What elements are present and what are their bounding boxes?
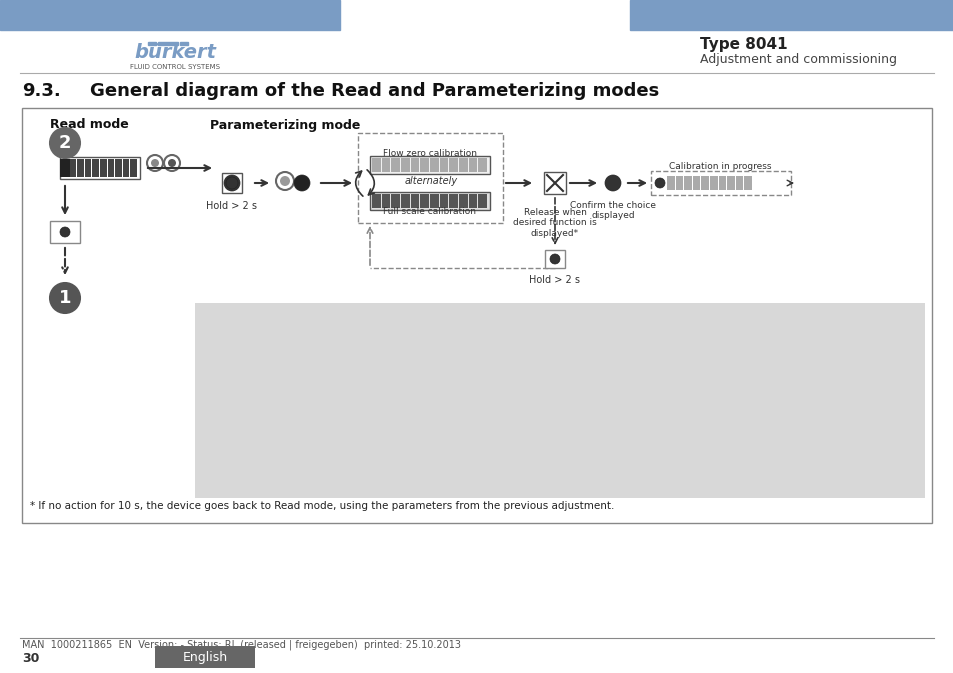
Bar bbox=[62, 159, 69, 177]
Bar bbox=[194, 303, 924, 498]
Bar bbox=[629, 0, 953, 30]
Bar bbox=[131, 159, 137, 177]
Bar bbox=[60, 157, 140, 179]
Bar bbox=[675, 176, 682, 190]
Circle shape bbox=[60, 227, 70, 237]
Bar bbox=[148, 42, 156, 45]
Bar bbox=[692, 176, 700, 190]
Bar bbox=[100, 159, 107, 177]
Text: Read mode: Read mode bbox=[50, 118, 129, 131]
Bar bbox=[370, 192, 490, 210]
Bar bbox=[410, 194, 419, 208]
Circle shape bbox=[294, 175, 310, 191]
Bar bbox=[439, 158, 448, 172]
Bar bbox=[391, 194, 399, 208]
Bar bbox=[0, 0, 339, 30]
Bar bbox=[180, 42, 188, 45]
Bar bbox=[439, 194, 448, 208]
Bar bbox=[420, 158, 429, 172]
Text: Release when
desired function is
displayed*: Release when desired function is display… bbox=[513, 208, 597, 238]
Circle shape bbox=[550, 254, 559, 264]
Bar bbox=[154, 646, 254, 668]
Text: 30: 30 bbox=[22, 651, 39, 664]
Circle shape bbox=[655, 178, 664, 188]
Bar bbox=[92, 159, 99, 177]
Text: bürkert: bürkert bbox=[133, 44, 215, 63]
Bar bbox=[222, 173, 242, 193]
Text: 9.3.: 9.3. bbox=[22, 82, 61, 100]
Bar bbox=[430, 194, 438, 208]
Bar bbox=[357, 133, 502, 223]
Bar bbox=[420, 194, 429, 208]
Bar bbox=[543, 172, 565, 194]
Bar bbox=[683, 176, 691, 190]
Bar bbox=[115, 159, 122, 177]
Bar bbox=[50, 221, 80, 243]
Bar bbox=[650, 171, 790, 195]
Text: Type 8041: Type 8041 bbox=[700, 38, 787, 52]
Bar bbox=[85, 159, 91, 177]
Circle shape bbox=[50, 128, 80, 158]
Text: Flow zero calibration: Flow zero calibration bbox=[382, 149, 476, 157]
Bar bbox=[709, 176, 717, 190]
Bar bbox=[70, 159, 76, 177]
Bar bbox=[108, 159, 114, 177]
Circle shape bbox=[280, 176, 290, 186]
Bar bbox=[468, 158, 476, 172]
Text: * If no action for 10 s, the device goes back to Read mode, using the parameters: * If no action for 10 s, the device goes… bbox=[30, 501, 614, 511]
Bar bbox=[381, 158, 390, 172]
Bar bbox=[123, 159, 130, 177]
Bar bbox=[77, 159, 84, 177]
Bar bbox=[477, 194, 486, 208]
Bar bbox=[468, 194, 476, 208]
Bar bbox=[60, 159, 70, 177]
Text: Adjustment and commissioning: Adjustment and commissioning bbox=[700, 53, 896, 67]
Bar bbox=[400, 158, 409, 172]
Circle shape bbox=[226, 177, 237, 189]
Text: 1: 1 bbox=[59, 289, 71, 307]
Text: Hold > 2 s: Hold > 2 s bbox=[206, 201, 257, 211]
Circle shape bbox=[604, 175, 620, 191]
Text: Hold > 2 s: Hold > 2 s bbox=[529, 275, 579, 285]
Bar bbox=[381, 194, 390, 208]
Text: English: English bbox=[182, 651, 228, 664]
Bar bbox=[666, 176, 674, 190]
Bar bbox=[458, 194, 467, 208]
Text: FLUID CONTROL SYSTEMS: FLUID CONTROL SYSTEMS bbox=[130, 64, 220, 70]
Circle shape bbox=[168, 159, 175, 167]
Bar bbox=[391, 158, 399, 172]
Text: MAN  1000211865  EN  Version: - Status: RL (released | freigegeben)  printed: 25: MAN 1000211865 EN Version: - Status: RL … bbox=[22, 640, 460, 650]
Bar bbox=[22, 108, 931, 523]
Text: 2: 2 bbox=[59, 134, 71, 152]
Bar bbox=[726, 176, 734, 190]
Bar bbox=[372, 194, 380, 208]
Text: alternately: alternately bbox=[404, 176, 457, 186]
Bar bbox=[718, 176, 725, 190]
Bar bbox=[743, 176, 751, 190]
Bar bbox=[430, 158, 438, 172]
Bar bbox=[735, 176, 742, 190]
Text: Calibration in progress: Calibration in progress bbox=[668, 162, 770, 171]
Bar bbox=[400, 194, 409, 208]
Text: General diagram of the Read and Parameterizing modes: General diagram of the Read and Paramete… bbox=[90, 82, 659, 100]
Bar bbox=[477, 158, 486, 172]
Bar bbox=[449, 194, 457, 208]
Text: Confirm the choice
displayed: Confirm the choice displayed bbox=[569, 201, 656, 220]
Bar bbox=[158, 42, 178, 45]
Bar bbox=[458, 158, 467, 172]
Circle shape bbox=[224, 175, 240, 191]
Bar bbox=[410, 158, 419, 172]
Text: Full scale calibration: Full scale calibration bbox=[383, 207, 476, 217]
Bar bbox=[700, 176, 708, 190]
Bar bbox=[544, 250, 564, 268]
Bar bbox=[370, 156, 490, 174]
Bar bbox=[449, 158, 457, 172]
Bar bbox=[372, 158, 380, 172]
Circle shape bbox=[50, 283, 80, 313]
Text: Parameterizing mode: Parameterizing mode bbox=[210, 118, 360, 131]
Circle shape bbox=[151, 159, 159, 167]
